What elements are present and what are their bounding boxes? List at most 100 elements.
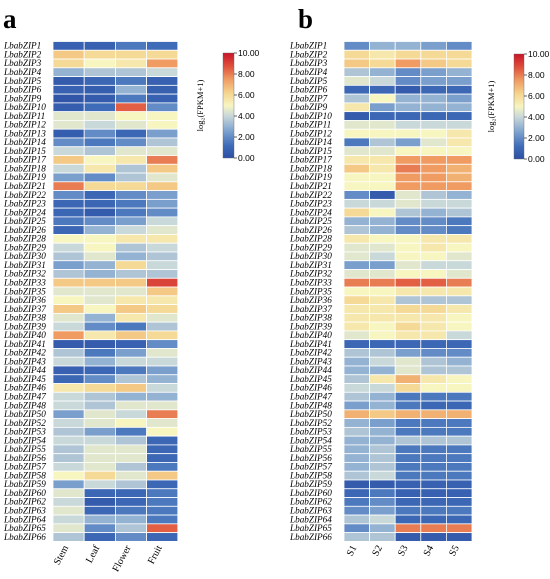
heatmap-cell-a-16-0 <box>52 181 85 191</box>
heatmap-cell-a-40-3 <box>146 391 179 402</box>
heatmap-cell-a-36-1 <box>83 356 116 367</box>
heatmap-cell-a-7-2 <box>115 102 148 113</box>
heatmap-cell-a-9-2 <box>115 120 148 130</box>
heatmap-cell-b-19-0 <box>343 207 371 218</box>
heatmap-cell-b-17-2 <box>394 190 422 200</box>
heatmap-cell-b-55-2 <box>394 523 422 534</box>
row-label: LbabZIP65 <box>289 523 332 533</box>
row-label: LbabZIP36 <box>289 295 332 305</box>
heatmap-cell-a-17-3 <box>146 190 179 200</box>
heatmap-cell-a-20-2 <box>115 216 148 227</box>
heatmap-cell-a-54-0 <box>52 514 85 525</box>
heatmap-cell-b-17-1 <box>369 190 396 200</box>
heatmap-cell-a-50-1 <box>83 479 116 490</box>
heatmap-cell-a-1-1 <box>83 49 116 60</box>
row-label: LbabZIP43 <box>3 356 46 366</box>
row-label: LbabZIP54 <box>289 435 332 445</box>
heatmap-cell-a-30-0 <box>52 304 85 314</box>
heatmap-cell-a-3-0 <box>52 67 85 77</box>
row-label: LbabZIP39 <box>289 321 332 331</box>
heatmap-cell-a-17-1 <box>83 190 116 200</box>
heatmap-cell-b-56-0 <box>343 532 371 542</box>
heatmap-cell-b-44-4 <box>445 426 473 437</box>
heatmap-cell-a-22-2 <box>115 234 148 244</box>
heatmap-cell-b-2-0 <box>343 58 371 69</box>
heatmap-cell-b-2-4 <box>445 58 473 69</box>
heatmap-cell-b-20-1 <box>369 216 396 227</box>
row-label: LbabZIP48 <box>289 400 332 410</box>
heatmap-cell-a-11-1 <box>83 137 116 148</box>
heatmap-cell-a-14-3 <box>146 163 179 174</box>
heatmap-cell-a-17-2 <box>115 190 148 200</box>
heatmap-cell-a-8-2 <box>115 111 148 121</box>
heatmap-cell-a-37-2 <box>115 365 148 376</box>
heatmap-cell-b-7-1 <box>369 102 396 113</box>
heatmap-cell-a-28-0 <box>52 286 85 297</box>
row-label: LbabZIP39 <box>3 321 46 331</box>
row-label: LbabZIP62 <box>289 497 332 507</box>
heatmap-cell-a-30-1 <box>83 304 116 314</box>
heatmap-cell-b-21-0 <box>343 225 371 235</box>
row-label: LbabZIP1 <box>3 41 41 51</box>
heatmap-cell-b-40-0 <box>343 391 371 402</box>
heatmap-cell-b-40-4 <box>445 391 473 402</box>
heatmap-cell-b-45-2 <box>394 435 422 446</box>
heatmap-cell-b-14-0 <box>343 163 371 174</box>
row-label: LbabZIP60 <box>3 488 46 498</box>
heatmap-cell-b-9-1 <box>369 120 396 130</box>
heatmap-cell-b-35-1 <box>369 348 396 358</box>
column-label: S1 <box>345 544 360 558</box>
heatmap-cell-b-16-4 <box>445 181 473 191</box>
heatmap-cell-a-3-3 <box>146 67 179 77</box>
column-label: S2 <box>370 544 385 558</box>
heatmap-cell-b-15-3 <box>420 172 447 183</box>
heatmap-cell-a-1-0 <box>52 49 85 60</box>
heatmap-cell-b-28-1 <box>369 286 396 297</box>
heatmap-cell-a-17-0 <box>52 190 85 200</box>
heatmap-cell-b-0-2 <box>394 41 422 51</box>
heatmap-cell-b-53-2 <box>394 505 422 516</box>
heatmap-cells <box>52 41 179 542</box>
heatmap-cell-b-22-0 <box>343 234 371 244</box>
heatmap-cell-a-42-3 <box>146 409 179 420</box>
row-label: LbabZIP23 <box>289 199 332 209</box>
row-label: LbabZIP14 <box>3 137 46 147</box>
heatmap-cell-b-30-4 <box>445 304 473 314</box>
heatmap-cell-a-37-3 <box>146 365 179 376</box>
heatmap-cell-a-52-1 <box>83 497 116 507</box>
heatmap-cell-b-13-4 <box>445 155 473 165</box>
colorbar-tick-label: 0.00 <box>528 154 545 164</box>
row-label: LbabZIP11 <box>3 111 45 121</box>
colorbar-gradient <box>513 53 525 160</box>
heatmap-cell-a-53-3 <box>146 505 179 516</box>
heatmap-cell-b-12-2 <box>394 146 422 156</box>
heatmap-cell-b-12-4 <box>445 146 473 156</box>
heatmap-cell-b-20-2 <box>394 216 422 227</box>
heatmap-cells <box>343 41 473 542</box>
heatmap-cell-b-43-0 <box>343 418 371 428</box>
heatmap-cell-a-6-0 <box>52 93 85 104</box>
heatmap-cell-a-13-0 <box>52 155 85 165</box>
column-label: S4 <box>422 544 437 558</box>
row-label: LbabZIP21 <box>289 181 332 191</box>
heatmap-cell-b-8-4 <box>445 111 473 121</box>
heatmap-cell-a-53-2 <box>115 505 148 516</box>
heatmap-cell-b-35-0 <box>343 348 371 358</box>
row-label: LbabZIP52 <box>289 418 332 428</box>
heatmap-cell-a-1-2 <box>115 49 148 60</box>
heatmap-cell-a-54-2 <box>115 514 148 525</box>
heatmap-cell-b-27-1 <box>369 277 396 288</box>
heatmap-cell-a-20-0 <box>52 216 85 227</box>
row-label: LbabZIP24 <box>3 207 46 217</box>
heatmap-cell-a-47-3 <box>146 453 179 463</box>
heatmap-cell-b-33-4 <box>445 330 473 341</box>
heatmap-cell-b-36-3 <box>420 356 447 367</box>
heatmap-cell-a-42-1 <box>83 409 116 420</box>
heatmap-cell-a-55-1 <box>83 523 116 534</box>
heatmap-cell-b-15-4 <box>445 172 473 183</box>
column-label: S5 <box>447 544 462 558</box>
heatmap-cell-b-50-3 <box>420 479 447 490</box>
heatmap-cell-b-44-1 <box>369 426 396 437</box>
heatmap-cell-a-12-3 <box>146 146 179 156</box>
heatmap-cell-b-7-4 <box>445 102 473 113</box>
